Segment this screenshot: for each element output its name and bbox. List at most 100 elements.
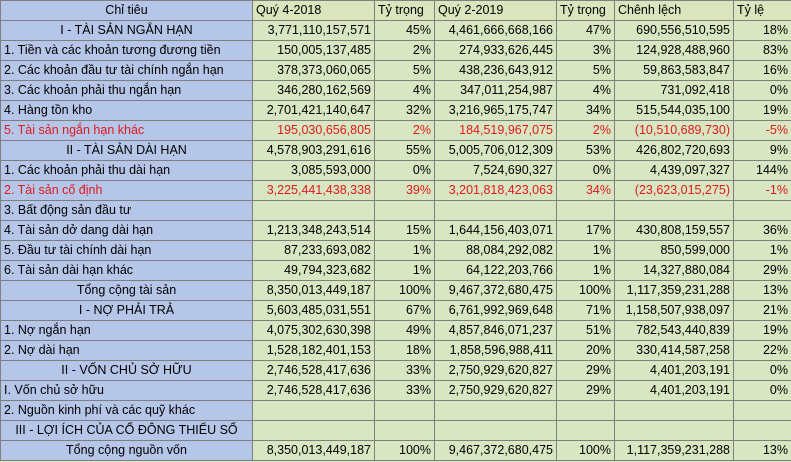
- row-label: Tổng cộng nguồn vốn: [0, 440, 253, 461]
- value-q4-2018: 150,005,137,485: [252, 40, 375, 61]
- weight-q2-2019: 34%: [556, 180, 615, 201]
- rate-value: 36%: [733, 220, 791, 241]
- value-q4-2018: 2,701,421,140,647: [252, 100, 375, 121]
- value-q4-2018: 1,528,182,401,153: [252, 340, 375, 361]
- rate-value: [733, 420, 791, 441]
- weight-q4-2018: 18%: [374, 340, 435, 361]
- row-label: II - TÀI SẢN DÀI HẠN: [0, 140, 253, 161]
- row-label: 6. Tài sản dài hạn khác: [0, 260, 253, 281]
- row-label: 2. Các khoản đầu tư tài chính ngắn hạn: [0, 60, 253, 81]
- value-q2-2019: 184,519,967,075: [434, 120, 557, 141]
- weight-q2-2019: 29%: [556, 380, 615, 401]
- value-q4-2018: 3,085,593,000: [252, 160, 375, 181]
- weight-q4-2018: 45%: [374, 20, 435, 41]
- difference-value: 1,158,507,938,097: [614, 300, 734, 321]
- table-row: 3. Các khoản phải thu ngắn hạn 346,280,16…: [0, 80, 791, 101]
- weight-q4-2018: 100%: [374, 440, 435, 461]
- value-q4-2018: 346,280,162,569: [252, 80, 375, 101]
- value-q2-2019: 2,750,929,620,827: [434, 360, 557, 381]
- value-q2-2019: 2,750,929,620,827: [434, 380, 557, 401]
- difference-value: 690,556,510,595: [614, 20, 734, 41]
- difference-value: 1,117,359,231,288: [614, 440, 734, 461]
- difference-value: 124,928,488,960: [614, 40, 734, 61]
- weight-q2-2019: 1%: [556, 240, 615, 261]
- weight-q4-2018: 0%: [374, 160, 435, 181]
- value-q4-2018: 378,373,060,065: [252, 60, 375, 81]
- rate-value: 21%: [733, 300, 791, 321]
- difference-value: 330,414,587,258: [614, 340, 734, 361]
- value-q4-2018: [252, 400, 375, 421]
- rate-value: 0%: [733, 360, 791, 381]
- table-row: 2. Nợ dài hạn 1,528,182,401,153 18% 1,858,5…: [0, 340, 791, 361]
- table-row: I - NỢ PHẢI TRẢ 5,603,485,031,551 67% 6,761…: [0, 300, 791, 321]
- rate-value: 144%: [733, 160, 791, 181]
- row-label: 2. Nguồn kinh phí và các quỹ khác: [0, 400, 253, 421]
- rate-value: 19%: [733, 320, 791, 341]
- difference-value: 731,092,418: [614, 80, 734, 101]
- row-label: 1. Tiền và các khoản tương đương tiền: [0, 40, 253, 61]
- difference-value: 782,543,440,839: [614, 320, 734, 341]
- weight-q2-2019: 3%: [556, 40, 615, 61]
- difference-value: [614, 400, 734, 421]
- row-label: 3. Bất động sản đầu tư: [0, 200, 253, 221]
- row-label: III - LỢI ÍCH CỦA CỔ ĐÔNG THIỂU SỐ: [0, 420, 253, 441]
- weight-q2-2019: 4%: [556, 80, 615, 101]
- difference-value: 59,863,583,847: [614, 60, 734, 81]
- header-difference: Chênh lệch: [614, 0, 734, 21]
- weight-q2-2019: 71%: [556, 300, 615, 321]
- value-q2-2019: 274,933,626,445: [434, 40, 557, 61]
- weight-q4-2018: 1%: [374, 260, 435, 281]
- weight-q4-2018: 49%: [374, 320, 435, 341]
- value-q2-2019: [434, 400, 557, 421]
- weight-q4-2018: 2%: [374, 40, 435, 61]
- weight-q4-2018: 33%: [374, 360, 435, 381]
- weight-q2-2019: [556, 420, 615, 441]
- weight-q2-2019: 20%: [556, 340, 615, 361]
- header-q2-2019: Quý 2-2019: [434, 0, 557, 21]
- value-q4-2018: 5,603,485,031,551: [252, 300, 375, 321]
- row-label: 5. Tài sản ngắn hạn khác: [0, 120, 253, 141]
- rate-value: 13%: [733, 280, 791, 301]
- value-q2-2019: 438,236,643,912: [434, 60, 557, 81]
- value-q4-2018: [252, 200, 375, 221]
- row-label: 3. Các khoản phải thu ngắn hạn: [0, 80, 253, 101]
- weight-q4-2018: [374, 200, 435, 221]
- table-row: 5. Tài sản ngắn hạn khác 195,030,656,805 2…: [0, 120, 791, 141]
- difference-value: 426,802,720,693: [614, 140, 734, 161]
- weight-q4-2018: 55%: [374, 140, 435, 161]
- value-q4-2018: 195,030,656,805: [252, 120, 375, 141]
- value-q4-2018: 1,213,348,243,514: [252, 220, 375, 241]
- rate-value: 0%: [733, 80, 791, 101]
- header-weight-q2: Tỷ trọng: [556, 0, 615, 21]
- value-q4-2018: 8,350,013,449,187: [252, 440, 375, 461]
- rate-value: [733, 400, 791, 421]
- table-row: Tổng cộng nguồn vốn 8,350,013,449,187 100%…: [0, 440, 791, 461]
- value-q4-2018: 3,771,110,157,571: [252, 20, 375, 41]
- value-q4-2018: [252, 420, 375, 441]
- difference-value: 430,808,159,557: [614, 220, 734, 241]
- value-q4-2018: 87,233,693,082: [252, 240, 375, 261]
- row-label: 2. Nợ dài hạn: [0, 340, 253, 361]
- weight-q4-2018: 5%: [374, 60, 435, 81]
- value-q2-2019: 64,122,203,766: [434, 260, 557, 281]
- difference-value: (10,510,689,730): [614, 120, 734, 141]
- value-q2-2019: 6,761,992,969,648: [434, 300, 557, 321]
- table-row: 1. Tiền và các khoản tương đương tiền 150…: [0, 40, 791, 61]
- table-row: 2. Tài sản cố định 3,225,441,438,338 39% 3,…: [0, 180, 791, 201]
- table-row: 1. Nợ ngắn hạn 4,075,302,630,398 49% 4,857,…: [0, 320, 791, 341]
- rate-value: 18%: [733, 20, 791, 41]
- weight-q2-2019: 0%: [556, 160, 615, 181]
- weight-q4-2018: 39%: [374, 180, 435, 201]
- difference-value: [614, 420, 734, 441]
- rate-value: 83%: [733, 40, 791, 61]
- table-row: 4. Tài sản dở dang dài hạn 1,213,348,243,…: [0, 220, 791, 241]
- header-row: Chỉ tiêu Quý 4-2018 Tỷ trọng Quý 2-2019 …: [0, 0, 791, 21]
- rate-value: [733, 200, 791, 221]
- weight-q2-2019: 47%: [556, 20, 615, 41]
- weight-q2-2019: 100%: [556, 280, 615, 301]
- weight-q2-2019: [556, 400, 615, 421]
- value-q2-2019: 4,461,666,668,166: [434, 20, 557, 41]
- weight-q4-2018: 15%: [374, 220, 435, 241]
- table-row: II - TÀI SẢN DÀI HẠN 4,578,903,291,616 55%…: [0, 140, 791, 161]
